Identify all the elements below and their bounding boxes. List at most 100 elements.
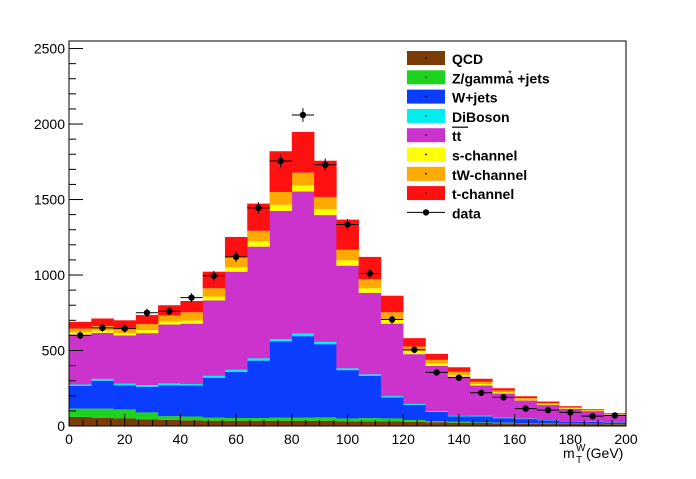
bar-s-channel-10 <box>292 185 315 191</box>
data-marker-6 <box>211 273 217 279</box>
data-point-10 <box>292 108 314 122</box>
legend-entry-z-gamma-jets: Z/gamma +jets <box>407 70 550 86</box>
data-marker-19 <box>500 394 506 400</box>
data-marker-14 <box>389 316 395 322</box>
bar-w-jets-5 <box>180 386 203 417</box>
bar-s-channel-2 <box>114 333 137 335</box>
bar-diboson-5 <box>180 384 203 386</box>
data-marker-4 <box>166 308 172 314</box>
legend-dot-tt <box>425 134 427 136</box>
bar-w-jets-2 <box>114 385 137 409</box>
bar-tw-channel-11 <box>314 197 337 209</box>
bar-t-bar-t-10 <box>292 192 315 334</box>
bar-t-channel-22 <box>559 406 582 407</box>
x-tick-label-120: 120 <box>392 431 416 447</box>
legend-entry-diboson: DiBoson <box>407 109 510 125</box>
bar-z-gamma-jets-1 <box>91 409 114 418</box>
data-point-5 <box>180 293 202 302</box>
bar-tw-channel-21 <box>537 403 560 404</box>
bar-w-jets-8 <box>247 361 270 418</box>
bar-diboson-1 <box>91 379 114 381</box>
bar-t-bar-t-1 <box>91 333 114 379</box>
bar-s-channel-21 <box>537 404 560 405</box>
data-marker-17 <box>456 374 462 380</box>
bar-tw-channel-9 <box>270 192 293 205</box>
bar-t-channel-10 <box>292 132 315 173</box>
bar-t-bar-t-4 <box>158 325 181 384</box>
y-tick-label-2500: 2500 <box>34 41 65 57</box>
bar-z-gamma-jets-4 <box>158 416 181 420</box>
bar-z-gamma-jets-13 <box>359 418 382 421</box>
bar-w-jets-23 <box>581 422 604 424</box>
bar-t-channel-0 <box>69 322 92 329</box>
bar-qcd-5 <box>180 420 203 426</box>
bar-w-jets-10 <box>292 336 315 418</box>
bar-s-channel-12 <box>336 260 359 265</box>
bar-s-channel-6 <box>203 297 226 301</box>
bar-t-bar-t-14 <box>381 324 404 396</box>
legend-label-z-gamma-jets: Z/gamma +jets <box>452 70 550 86</box>
bar-s-channel-7 <box>225 267 248 272</box>
bar-w-jets-3 <box>136 387 159 413</box>
bar-t-channel-19 <box>492 388 515 390</box>
bar-tw-channel-17 <box>448 372 471 375</box>
x-tick-label-20: 20 <box>117 431 133 447</box>
bar-w-jets-7 <box>225 372 248 418</box>
data-marker-20 <box>523 405 529 411</box>
bar-s-channel-8 <box>247 241 270 246</box>
bar-w-jets-19 <box>492 418 515 423</box>
legend-entry-s-channel: s-channel <box>407 148 517 164</box>
bar-w-jets-4 <box>158 385 181 416</box>
data-marker-13 <box>367 270 373 276</box>
bar-t-bar-t-6 <box>203 300 226 375</box>
data-marker-2 <box>122 325 128 331</box>
data-marker-11 <box>322 162 328 168</box>
bar-diboson-9 <box>270 339 293 341</box>
data-marker-5 <box>188 294 194 300</box>
bar-s-channel-9 <box>270 205 293 211</box>
data-marker-1 <box>99 325 105 331</box>
bar-z-gamma-jets-14 <box>381 418 404 421</box>
data-marker-9 <box>277 158 283 164</box>
bar-z-gamma-jets-19 <box>492 423 515 424</box>
x-axis-title-sub: T <box>576 455 582 466</box>
bar-s-channel-16 <box>425 364 448 366</box>
bar-diboson-3 <box>136 385 159 387</box>
data-marker-21 <box>545 407 551 413</box>
data-marker-23 <box>589 413 595 419</box>
bar-w-jets-24 <box>604 423 627 425</box>
bar-t-channel-5 <box>180 301 203 312</box>
legend-label-data: data <box>452 205 481 221</box>
bar-t-bar-t-8 <box>247 247 270 359</box>
bar-t-bar-t-3 <box>136 333 159 385</box>
bar-t-channel-15 <box>403 338 426 346</box>
x-tick-label-80: 80 <box>284 431 300 447</box>
bar-diboson-10 <box>292 333 315 336</box>
bar-diboson-2 <box>114 384 137 386</box>
bar-w-jets-9 <box>270 341 293 417</box>
data-marker-3 <box>144 310 150 316</box>
bar-t-bar-t-0 <box>69 335 92 385</box>
legend-entry-data: data <box>407 205 481 221</box>
y-tick-label-500: 500 <box>42 343 66 359</box>
bar-w-jets-12 <box>336 370 359 418</box>
bar-tw-channel-8 <box>247 231 270 242</box>
bar-w-jets-1 <box>91 381 114 409</box>
bar-z-gamma-jets-9 <box>270 418 293 421</box>
legend-dot-w-jets <box>425 96 427 98</box>
legend-label-qcd: QCD <box>452 51 483 67</box>
data-marker-16 <box>433 369 439 375</box>
x-tick-label-0: 0 <box>65 431 73 447</box>
bar-z-gamma-jets-10 <box>292 418 315 421</box>
bar-diboson-4 <box>158 383 181 385</box>
bar-diboson-7 <box>225 370 248 372</box>
x-tick-label-160: 160 <box>503 431 527 447</box>
legend-label-tt: tt <box>452 128 462 144</box>
data-marker-15 <box>411 347 417 353</box>
x-tick-label-140: 140 <box>447 431 471 447</box>
legend-entry-tw-channel: tW-channel <box>407 167 527 183</box>
bar-s-channel-18 <box>470 384 493 386</box>
bar-z-gamma-jets-5 <box>180 416 203 420</box>
bar-qcd-10 <box>292 421 315 426</box>
